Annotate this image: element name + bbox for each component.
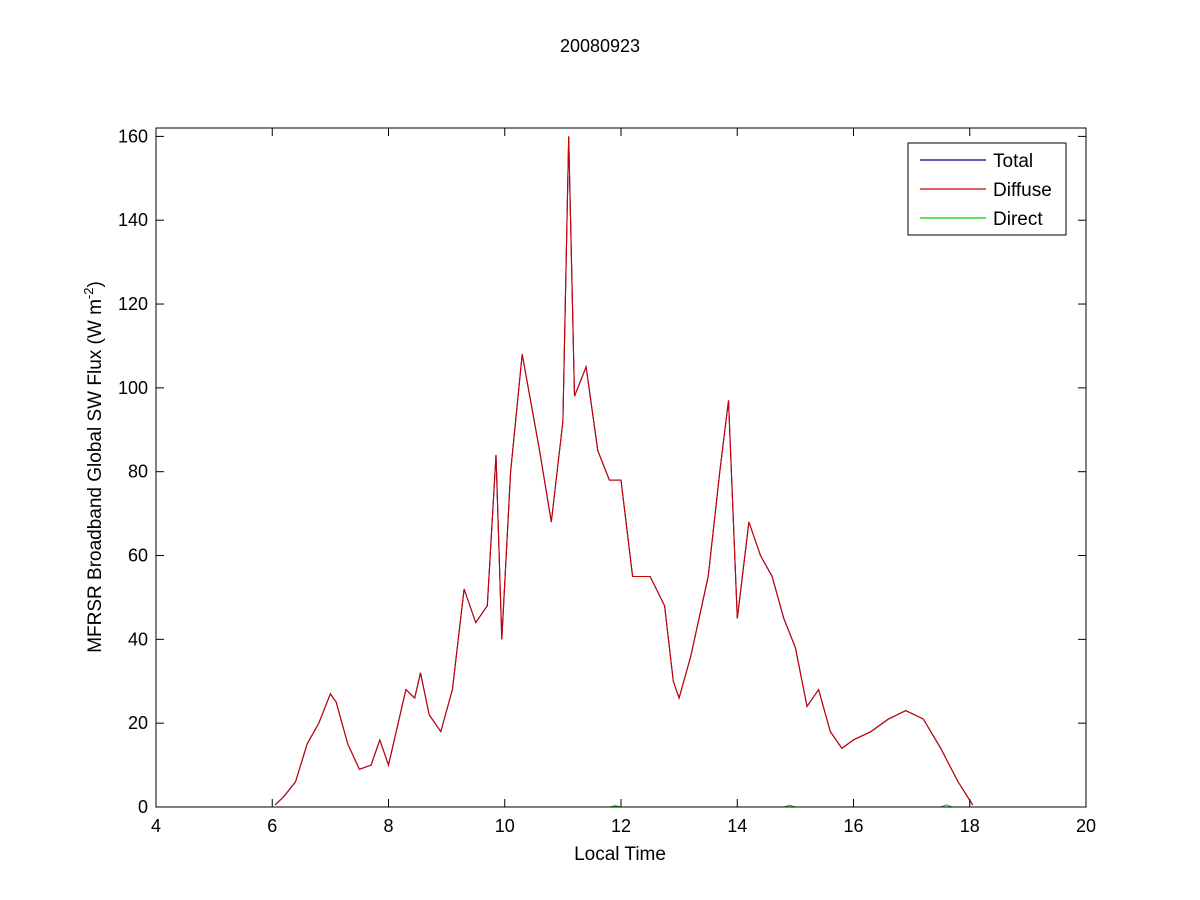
legend-label-total: Total (993, 151, 1033, 172)
series-layer (274, 136, 974, 808)
x-tick-label: 10 (495, 816, 515, 836)
x-axis-label: Local Time (574, 844, 666, 865)
y-tick-label: 0 (138, 797, 148, 817)
y-tick-label: 100 (118, 378, 148, 398)
y-axis-label: MFRSR Broadband Global SW Flux (W m-2) (81, 281, 106, 653)
y-axis-label-close: ) (85, 281, 106, 287)
x-tick-label: 6 (267, 816, 277, 836)
x-tick-label: 12 (611, 816, 631, 836)
series-line-direct (275, 804, 973, 808)
legend-label-direct: Direct (993, 209, 1043, 230)
axes-layer: 4 6 8 10 12 14 16 18 20 0 20 40 60 80 100 120 140 160 (118, 126, 1096, 836)
y-axis-label-main: MFRSR Broadband Global SW Flux (W m (85, 299, 106, 653)
y-tick-label: 120 (118, 294, 148, 314)
x-tick-label: 20 (1076, 816, 1096, 836)
x-tick-label: 18 (960, 816, 980, 836)
y-tick-label: 80 (128, 462, 148, 482)
series-line-total (274, 136, 974, 806)
y-axis-label-superscript: -2 (81, 288, 96, 300)
legend: Total Diffuse Direct (907, 142, 1067, 236)
x-tick-label: 8 (383, 816, 393, 836)
x-tick-label: 16 (843, 816, 863, 836)
x-tick-label: 14 (727, 816, 747, 836)
x-tick-label: 4 (151, 816, 161, 836)
legend-label-diffuse: Diffuse (993, 180, 1052, 201)
y-tick-label: 160 (118, 126, 148, 146)
y-tick-label: 40 (128, 629, 148, 649)
y-tick-label: 140 (118, 210, 148, 230)
series-line-diffuse (274, 136, 974, 806)
chart-title: 20080923 (560, 36, 640, 56)
y-tick-label: 20 (128, 713, 148, 733)
y-tick-label: 60 (128, 546, 148, 566)
